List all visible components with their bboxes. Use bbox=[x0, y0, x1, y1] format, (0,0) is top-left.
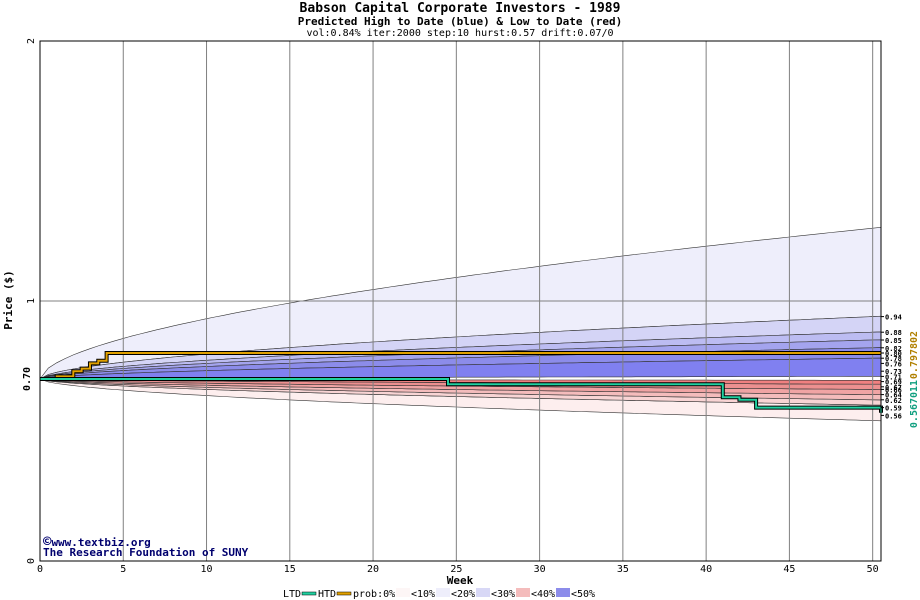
chart-title: Babson Capital Corporate Investors - 198… bbox=[299, 1, 621, 16]
legend-prob-20-label: <20% bbox=[451, 589, 475, 600]
credit-site: ©www.textbiz.org bbox=[43, 534, 151, 550]
axis-labels: 0 5 10 15 20 25 30 35 40 45 50 0 1 2 0.70 Week Price ($)… bbox=[2, 38, 920, 587]
legend-ltd-label: LTD bbox=[283, 589, 301, 600]
x-tick-label: 40 bbox=[700, 564, 712, 575]
ltd-end-value: 0.567011 bbox=[909, 380, 920, 428]
legend-prob-0-label: prob:0% bbox=[353, 589, 395, 600]
legend-prob-40-label: <40% bbox=[531, 589, 555, 600]
legend-swatch-30 bbox=[516, 588, 530, 597]
x-tick-label: 45 bbox=[783, 564, 795, 575]
y-axis-label: Price ($) bbox=[2, 270, 15, 330]
quantile-label: 0.66 bbox=[885, 386, 902, 394]
legend-swatch-20 bbox=[476, 588, 490, 597]
quantile-label: 0.88 bbox=[885, 329, 902, 337]
x-tick-label: 10 bbox=[201, 564, 213, 575]
quantile-label: 0.85 bbox=[885, 337, 902, 345]
legend-swatch-10 bbox=[436, 588, 450, 597]
quantile-label: 0.59 bbox=[885, 405, 902, 413]
x-tick-label: 0 bbox=[37, 564, 43, 575]
grid-lines bbox=[39, 40, 881, 562]
y-tick-label: 1 bbox=[26, 298, 37, 304]
quantile-label: 0.69 bbox=[885, 379, 902, 387]
quantile-label: 0.76 bbox=[885, 360, 902, 368]
quantile-label: 0.78 bbox=[885, 355, 902, 363]
axes bbox=[39, 40, 882, 562]
legend: LTD HTD prob:0% <10% <20% <30% <40% <50% bbox=[283, 588, 595, 600]
credit-org: The Research Foundation of SUNY bbox=[43, 546, 249, 559]
chart-subtitle: Predicted High to Date (blue) & Low to D… bbox=[297, 15, 623, 28]
plot-frame bbox=[39, 40, 882, 562]
simulation-params: vol:0.84% iter:2000 step:10 hurst:0.57 d… bbox=[306, 28, 614, 39]
legend-htd-swatch bbox=[336, 591, 352, 596]
legend-ltd-swatch bbox=[301, 591, 317, 596]
y-tick-label: 2 bbox=[26, 38, 37, 44]
x-tick-label: 30 bbox=[534, 564, 546, 575]
quantile-label: 0.56 bbox=[885, 412, 902, 420]
quantile-label: 0.64 bbox=[885, 392, 902, 400]
x-tick-label: 25 bbox=[450, 564, 462, 575]
quantile-label: 0.62 bbox=[885, 397, 902, 405]
x-tick-label: 50 bbox=[867, 564, 879, 575]
legend-swatch-40 bbox=[556, 588, 570, 597]
probability-bands bbox=[39, 226, 882, 422]
quantile-label: 0.94 bbox=[885, 314, 902, 322]
x-tick-label: 15 bbox=[284, 564, 296, 575]
legend-prob-10-label: <10% bbox=[411, 589, 435, 600]
series-htd-line bbox=[40, 352, 881, 380]
legend-prob-50-label: <50% bbox=[571, 589, 595, 600]
y-tick-label: 0 bbox=[26, 558, 37, 564]
x-tick-label: 20 bbox=[367, 564, 379, 575]
quantile-label: 0.80 bbox=[885, 350, 902, 358]
quantile-label: 0.67 bbox=[885, 384, 902, 392]
x-tick-label: 35 bbox=[617, 564, 629, 575]
legend-htd-label: HTD bbox=[318, 589, 336, 600]
copyright-icon: © bbox=[43, 534, 52, 550]
series-ltd-line bbox=[40, 378, 882, 413]
quantile-label: 0.73 bbox=[885, 368, 902, 376]
legend-swatch-0 bbox=[396, 588, 410, 597]
credit-site-text: www.textbiz.org bbox=[51, 536, 151, 549]
quantile-label: 0.82 bbox=[885, 345, 902, 353]
chart-titles: Babson Capital Corporate Investors - 198… bbox=[0, 1, 920, 40]
x-axis-label: Week bbox=[447, 574, 474, 587]
legend-prob-30-label: <30% bbox=[491, 589, 515, 600]
current-price-label: 0.70 bbox=[22, 367, 33, 391]
quantile-label: 0.71 bbox=[885, 373, 902, 381]
series-lines bbox=[40, 351, 883, 413]
x-tick-label: 5 bbox=[120, 564, 126, 575]
htd-end-value: 0.797802 bbox=[909, 331, 920, 379]
